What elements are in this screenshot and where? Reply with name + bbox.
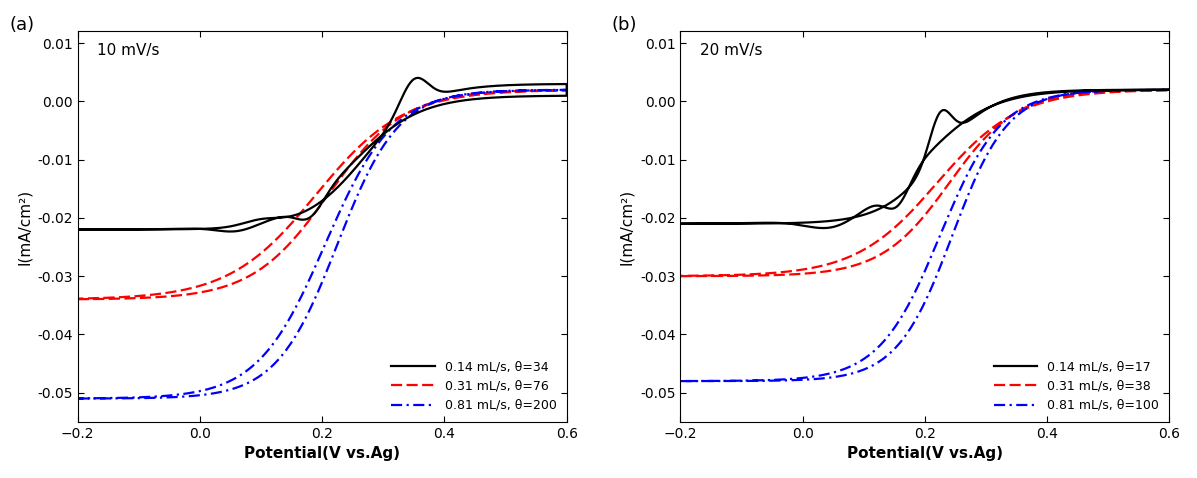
Text: 10 mV/s: 10 mV/s	[97, 43, 159, 58]
X-axis label: Potential(V vs.Ag): Potential(V vs.Ag)	[244, 446, 400, 461]
Text: 20 mV/s: 20 mV/s	[700, 43, 762, 58]
Legend: 0.14 mL/s, θ=17, 0.31 mL/s, θ=38, 0.81 mL/s, θ=100: 0.14 mL/s, θ=17, 0.31 mL/s, θ=38, 0.81 m…	[990, 357, 1163, 416]
X-axis label: Potential(V vs.Ag): Potential(V vs.Ag)	[846, 446, 1003, 461]
Y-axis label: I(mA/cm²): I(mA/cm²)	[619, 189, 634, 265]
Legend: 0.14 mL/s, θ=34, 0.31 mL/s, θ=76, 0.81 mL/s, θ=200: 0.14 mL/s, θ=34, 0.31 mL/s, θ=76, 0.81 m…	[388, 357, 560, 416]
Text: (a): (a)	[10, 16, 35, 34]
Text: (b): (b)	[612, 16, 638, 34]
Y-axis label: I(mA/cm²): I(mA/cm²)	[17, 189, 31, 265]
